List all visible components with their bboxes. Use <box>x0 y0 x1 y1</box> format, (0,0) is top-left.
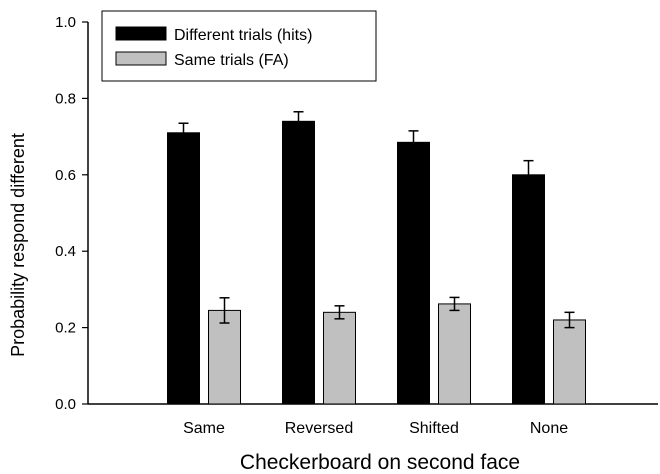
y-axis-title: Probability respond different <box>8 133 28 357</box>
bars <box>167 111 586 405</box>
x-tick-label: None <box>530 420 568 437</box>
y-tick-label: 0.2 <box>55 320 76 337</box>
legend: Different trials (hits) Same trials (FA) <box>101 10 377 82</box>
legend-label-hits: Different trials (hits) <box>174 27 312 44</box>
bar-hits <box>512 174 545 405</box>
y-tick-label: 0.6 <box>55 167 76 184</box>
legend-label-fa: Same trials (FA) <box>174 52 289 69</box>
x-tick-label: Same <box>183 420 225 437</box>
labels: Probability respond different Checkerboa… <box>8 133 520 474</box>
bar-fa <box>323 311 356 405</box>
x-axis-title: Checkerboard on second face <box>240 451 520 474</box>
bar-fa <box>438 303 471 405</box>
y-tick-label: 0.4 <box>55 243 76 260</box>
y-tick-label: 0.8 <box>55 90 76 107</box>
bar-hits <box>167 132 200 405</box>
y-tick-label: 1.0 <box>55 14 76 31</box>
bar-hits <box>397 141 430 405</box>
legend-swatch-fa <box>115 51 167 66</box>
x-tick-label: Reversed <box>285 420 353 437</box>
bar-hits <box>282 120 315 405</box>
bar-fa <box>553 319 586 405</box>
y-tick-label: 0.0 <box>55 396 76 413</box>
bar-fa <box>208 309 241 405</box>
legend-box <box>101 10 377 82</box>
x-tick-label: Shifted <box>409 420 459 437</box>
legend-swatch-hits <box>115 26 167 41</box>
